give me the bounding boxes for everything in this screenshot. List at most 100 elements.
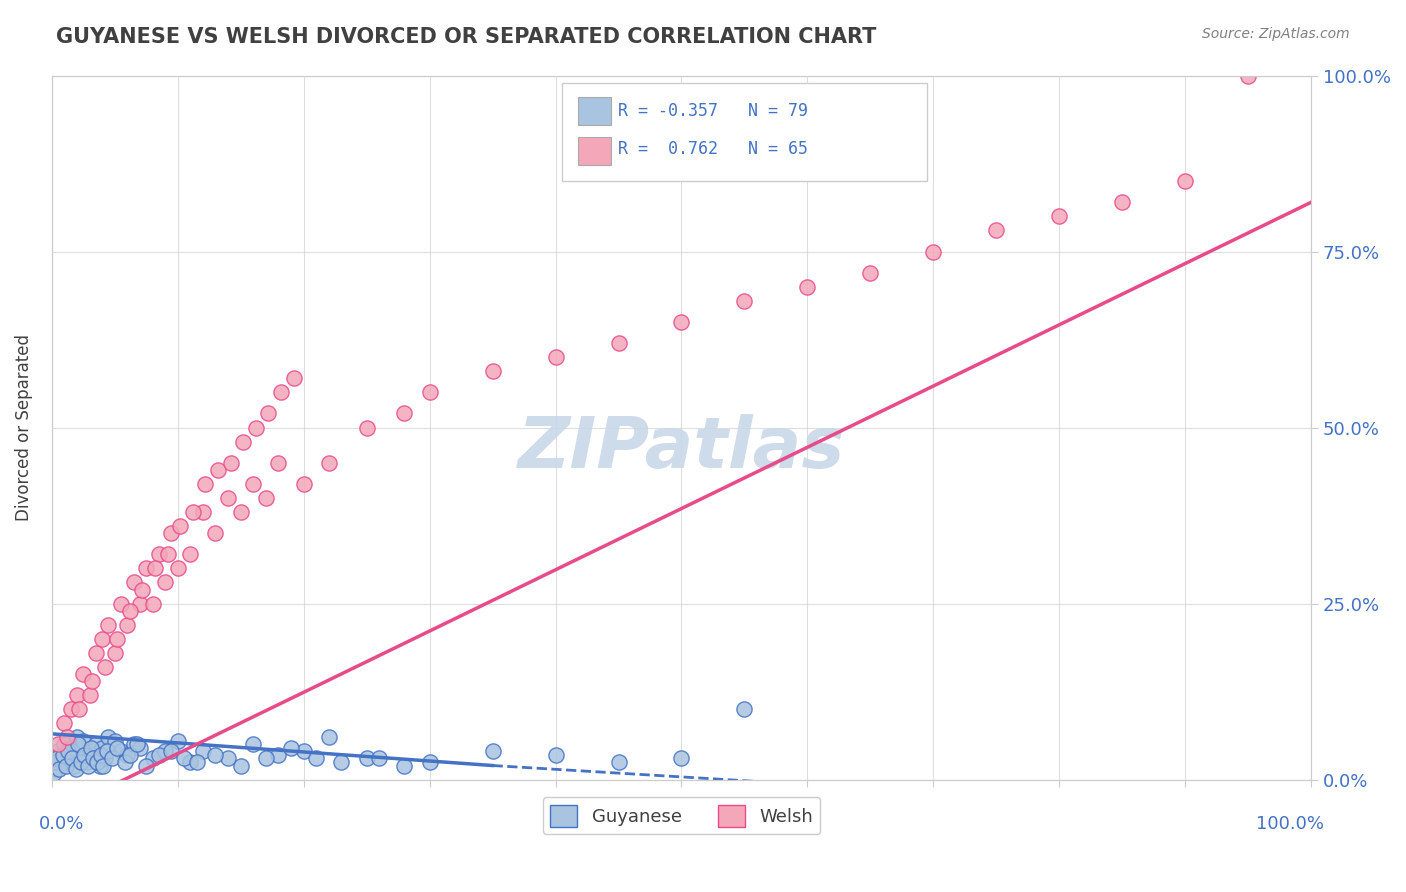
Point bbox=[110, 597, 132, 611]
Point bbox=[160, 744, 183, 758]
Point bbox=[131, 582, 153, 597]
Point bbox=[330, 755, 353, 769]
Point bbox=[166, 734, 188, 748]
Point bbox=[607, 755, 630, 769]
Point bbox=[544, 747, 567, 762]
Point bbox=[270, 385, 292, 400]
Point bbox=[607, 336, 630, 351]
Point bbox=[135, 561, 157, 575]
Point bbox=[76, 755, 98, 769]
Point bbox=[204, 526, 226, 541]
Point bbox=[114, 755, 136, 769]
Point bbox=[204, 747, 226, 762]
Point bbox=[671, 751, 693, 765]
Point bbox=[292, 476, 315, 491]
Point bbox=[122, 738, 145, 752]
Point bbox=[66, 688, 89, 702]
Point bbox=[59, 702, 82, 716]
Point bbox=[254, 751, 277, 765]
Point bbox=[186, 755, 208, 769]
Point bbox=[118, 747, 141, 762]
Legend: Guyanese, Welsh: Guyanese, Welsh bbox=[543, 797, 820, 834]
Point bbox=[79, 744, 101, 758]
Point bbox=[129, 597, 152, 611]
Point bbox=[117, 747, 139, 762]
Point bbox=[173, 751, 195, 765]
Point bbox=[356, 420, 378, 434]
Point bbox=[191, 505, 214, 519]
Point bbox=[148, 747, 170, 762]
Point bbox=[86, 755, 108, 769]
Point bbox=[419, 755, 441, 769]
Text: R =  0.762   N = 65: R = 0.762 N = 65 bbox=[619, 140, 808, 159]
Point bbox=[986, 223, 1008, 237]
Point bbox=[179, 547, 201, 561]
Point bbox=[46, 744, 69, 758]
Point bbox=[90, 747, 112, 762]
Point bbox=[96, 744, 118, 758]
Point bbox=[69, 755, 91, 769]
Point bbox=[56, 744, 79, 758]
Point bbox=[153, 744, 176, 758]
Point bbox=[66, 731, 89, 745]
Point bbox=[60, 751, 83, 765]
Point bbox=[922, 244, 945, 259]
Point bbox=[105, 632, 128, 646]
Point bbox=[55, 758, 77, 772]
Point bbox=[394, 758, 416, 772]
Point bbox=[292, 744, 315, 758]
Point bbox=[122, 575, 145, 590]
Point bbox=[52, 747, 75, 762]
Point bbox=[53, 716, 76, 731]
Point bbox=[219, 456, 242, 470]
Point bbox=[65, 762, 87, 776]
Point bbox=[69, 702, 91, 716]
Point bbox=[544, 350, 567, 364]
Point bbox=[217, 751, 239, 765]
Text: 100.0%: 100.0% bbox=[1256, 815, 1324, 833]
Point bbox=[229, 505, 252, 519]
Point bbox=[97, 617, 120, 632]
Point bbox=[44, 751, 66, 765]
Point bbox=[72, 667, 94, 681]
FancyBboxPatch shape bbox=[562, 83, 927, 181]
Point bbox=[194, 476, 217, 491]
Point bbox=[859, 266, 882, 280]
Point bbox=[141, 751, 163, 765]
Point bbox=[69, 751, 91, 765]
Point bbox=[257, 407, 280, 421]
Text: Source: ZipAtlas.com: Source: ZipAtlas.com bbox=[1202, 27, 1350, 41]
Point bbox=[394, 407, 416, 421]
Point bbox=[153, 575, 176, 590]
Point bbox=[79, 688, 101, 702]
Text: GUYANESE VS WELSH DIVORCED OR SEPARATED CORRELATION CHART: GUYANESE VS WELSH DIVORCED OR SEPARATED … bbox=[56, 27, 876, 46]
Point bbox=[42, 765, 65, 780]
Point bbox=[93, 660, 115, 674]
Point bbox=[93, 751, 115, 765]
Point bbox=[51, 755, 73, 769]
Point bbox=[181, 505, 204, 519]
Point bbox=[67, 738, 90, 752]
Point bbox=[356, 751, 378, 765]
Point bbox=[1047, 210, 1070, 224]
Point bbox=[1174, 174, 1197, 188]
Point bbox=[127, 738, 149, 752]
Point bbox=[796, 279, 818, 293]
Point bbox=[93, 758, 115, 772]
Point bbox=[48, 762, 70, 776]
Point bbox=[671, 315, 693, 329]
Point bbox=[148, 547, 170, 561]
Point bbox=[166, 561, 188, 575]
Point bbox=[72, 734, 94, 748]
Point bbox=[1237, 69, 1260, 83]
Point bbox=[254, 491, 277, 505]
Text: R = -0.357   N = 79: R = -0.357 N = 79 bbox=[619, 102, 808, 120]
Point bbox=[91, 632, 114, 646]
FancyBboxPatch shape bbox=[578, 96, 612, 125]
Point bbox=[80, 747, 103, 762]
Point bbox=[101, 751, 124, 765]
Y-axis label: Divorced or Separated: Divorced or Separated bbox=[15, 334, 32, 521]
Point bbox=[91, 740, 114, 755]
Point bbox=[141, 597, 163, 611]
Point bbox=[97, 731, 120, 745]
